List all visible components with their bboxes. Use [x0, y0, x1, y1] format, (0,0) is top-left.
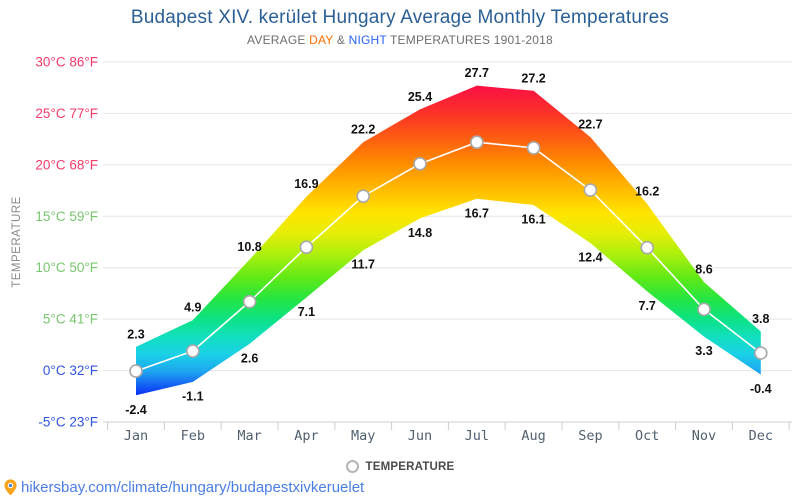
night-value-label: 16.1 [521, 212, 545, 226]
y-axis-title: TEMPERATURE [11, 196, 23, 288]
average-point-marker[interactable] [753, 346, 768, 360]
x-tick-label-month: Apr [294, 428, 318, 444]
day-value-label: 16.9 [294, 177, 318, 191]
average-point-marker[interactable] [469, 135, 484, 150]
night-value-label: -2.4 [125, 403, 147, 417]
page-title: Budapest XIV. kerület Hungary Average Mo… [130, 7, 670, 28]
night-value-label: 3.3 [695, 344, 712, 358]
subtitle-day-accent: DAY [309, 33, 334, 47]
legend-marker-icon [345, 460, 359, 473]
y-tick-label: 10°C 50°F [35, 260, 98, 275]
day-value-label: 22.7 [578, 118, 602, 132]
location-pin-icon [4, 479, 17, 496]
x-tick-label-month: Nov [692, 428, 716, 444]
legend-item-temperature[interactable]: TEMPERATURE [0, 460, 800, 473]
subtitle-prefix: AVERAGE [247, 33, 310, 47]
x-tick-label-month: Oct [635, 428, 659, 444]
night-value-label: 11.7 [351, 258, 375, 272]
day-value-label: 27.2 [521, 71, 545, 85]
subtitle-joiner: & [333, 33, 349, 47]
legend-label: TEMPERATURE [365, 460, 455, 473]
day-value-label: 25.4 [408, 90, 432, 104]
day-value-label: 22.2 [351, 123, 375, 137]
night-value-label: 12.4 [578, 251, 602, 265]
night-value-label: -1.1 [182, 389, 204, 403]
average-point-marker[interactable] [299, 240, 314, 254]
day-value-label: 4.9 [184, 301, 201, 315]
x-tick-label-month: Aug [521, 428, 545, 444]
y-tick-label: 30°C 86°F [35, 55, 98, 70]
night-value-label: -0.4 [750, 382, 772, 396]
night-value-label: 7.1 [298, 305, 315, 319]
average-point-marker[interactable] [413, 157, 427, 171]
night-value-label: 16.7 [465, 206, 489, 220]
night-value-label: 14.8 [408, 226, 432, 240]
y-tick-label: 20°C 68°F [35, 157, 98, 172]
y-tick-label: 25°C 77°F [35, 106, 98, 121]
day-value-label: 8.6 [695, 263, 712, 277]
average-point-marker[interactable] [697, 302, 711, 317]
subtitle-suffix: TEMPERATURES 1901-2018 [386, 33, 553, 47]
average-point-marker[interactable] [186, 344, 200, 358]
night-value-label: 2.6 [241, 351, 258, 365]
x-tick-label-month: May [351, 428, 375, 444]
x-tick-label-month: Dec [749, 428, 773, 444]
y-tick-label: 5°C 41°F [43, 312, 98, 327]
subtitle-night-accent: NIGHT [348, 33, 387, 47]
x-tick-label-month: Jul [465, 428, 489, 444]
day-value-label: 2.3 [127, 327, 144, 341]
average-point-marker[interactable] [640, 240, 655, 255]
average-point-marker[interactable] [242, 294, 257, 309]
average-point-marker[interactable] [526, 141, 541, 155]
chart-subtitle: AVERAGE DAY & NIGHT TEMPERATURES 1901-20… [0, 33, 800, 47]
x-tick-label-month: Jun [408, 428, 432, 444]
day-value-label: 27.7 [465, 66, 489, 80]
y-tick-label: 15°C 59°F [35, 209, 98, 224]
average-point-marker[interactable] [356, 189, 371, 204]
average-point-marker[interactable] [129, 364, 143, 378]
average-temperature-line [135, 141, 762, 372]
temperature-range-band [136, 85, 761, 396]
x-tick-label-month: Mar [237, 428, 261, 444]
day-value-label: 3.8 [752, 312, 769, 326]
temperature-area-chart: TEMPERATURE 30°C 86°F 25°C 77°F 20°C 68°F 1… [11, 55, 792, 444]
day-value-label: 16.2 [635, 184, 659, 198]
x-tick-label-month: Feb [181, 428, 205, 444]
average-point-marker[interactable] [583, 183, 598, 197]
x-tick-label-month: Sep [578, 428, 602, 444]
day-value-label: 10.8 [237, 240, 261, 254]
footer-url-link[interactable]: hikersbay.com/climate/hungary/budapestxi… [21, 479, 365, 496]
y-tick-label: 0°C 32°F [43, 363, 98, 378]
footer: hikersbay.com/climate/hungary/budapestxi… [4, 479, 364, 496]
night-value-label: 7.7 [639, 299, 656, 313]
y-tick-label: -5°C 23°F [38, 415, 98, 430]
x-tick-label-month: Jan [124, 428, 148, 444]
